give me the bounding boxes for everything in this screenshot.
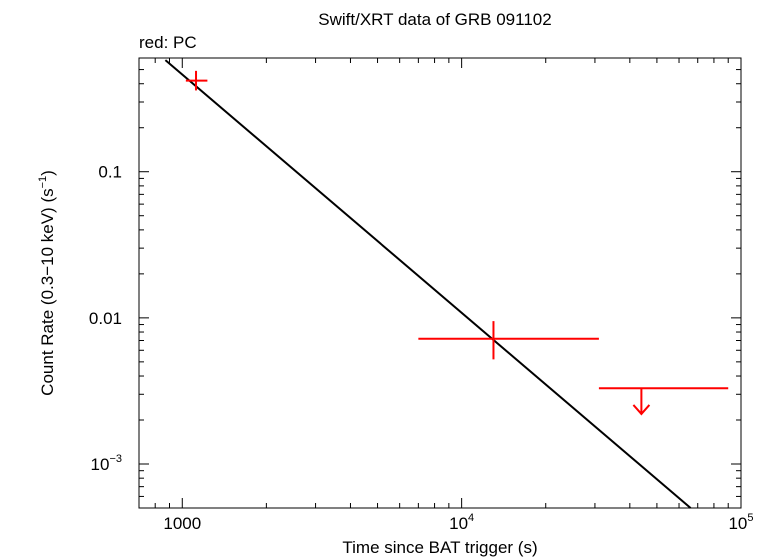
y-axis-label-tail: ) (38, 170, 57, 176)
chart-title: Swift/XRT data of GRB 091102 (318, 10, 551, 29)
y-tick-label: 0.1 (98, 163, 122, 182)
x-tick-label: 1000 (163, 514, 201, 533)
upper-limit-point (598, 387, 729, 416)
data-layer (185, 70, 729, 416)
upper-limit-arrowhead (632, 404, 651, 416)
plot-frame (138, 57, 742, 509)
x-tick-label: 105 (728, 512, 753, 533)
chart-subtitle: red: PC (139, 33, 197, 52)
data-point (185, 70, 208, 91)
axis-ticks (138, 57, 742, 509)
model-powerlaw-line (164, 59, 692, 509)
x-tick-label: 104 (449, 512, 474, 533)
data-point (418, 321, 599, 360)
y-tick-label: 10−3 (91, 453, 122, 474)
y-axis-label-exponent: −1 (37, 176, 49, 189)
x-axis-label: Time since BAT trigger (s) (342, 538, 537, 557)
model-layer (164, 59, 692, 509)
y-axis-label-main: Count Rate (0.3−10 keV) (s (38, 188, 57, 395)
axis-tick-labels: 1000 104 105 0.1 0.01 10−3 (89, 163, 754, 533)
y-axis-label: Count Rate (0.3−10 keV) (s−1) (37, 170, 57, 396)
y-tick-label: 0.01 (89, 309, 122, 328)
